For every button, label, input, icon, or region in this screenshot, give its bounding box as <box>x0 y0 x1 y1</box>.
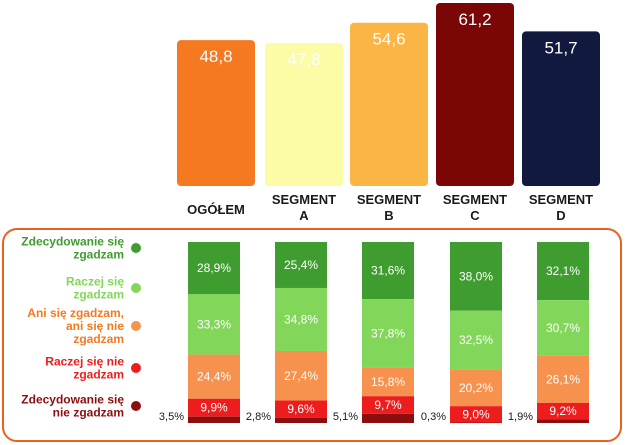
stack-segment <box>275 400 327 418</box>
stack-segment <box>188 294 240 355</box>
stack-segment <box>450 310 502 370</box>
stack-segment <box>450 406 502 423</box>
score-bar-3 <box>350 22 428 187</box>
legend-label: Zdecydowanie się zgadzam <box>21 235 124 262</box>
stack-segment <box>450 369 502 407</box>
stack-segment <box>188 398 240 417</box>
segment-value-label: 3,5% <box>159 411 184 423</box>
segment-value-label: 9,9% <box>200 401 228 415</box>
segment-value-label: 15,8% <box>371 375 405 389</box>
score-bar-4 <box>436 3 514 186</box>
segment-value-label: 1,9% <box>508 411 533 423</box>
category-label: SEGMENT A <box>272 192 336 223</box>
segment-value-label: 32,1% <box>546 264 580 278</box>
segment-value-label: 28,9% <box>197 261 231 275</box>
stack-segment <box>537 355 589 403</box>
segment-value-label: 26,1% <box>546 372 580 386</box>
segment-value-label: 9,0% <box>462 407 490 421</box>
stack-segment <box>188 354 240 399</box>
segment-value-label: 34,8% <box>284 312 318 326</box>
segment-value-label: 37,8% <box>371 326 405 340</box>
score-value-label: 61,2 <box>458 10 491 29</box>
stack-segment <box>362 242 414 300</box>
stack-segment <box>275 242 327 288</box>
segment-value-label: 31,6% <box>371 264 405 278</box>
legend-marker <box>131 243 141 253</box>
stacked-distribution-chart: 28,9% 33,3% 24,4% 9,9% 3,5% 25,4% 34,8% 27,4% 9,… <box>159 242 589 424</box>
stack-segment <box>275 350 327 401</box>
stack-segment <box>275 287 327 351</box>
category-label: SEGMENT C <box>443 192 507 223</box>
score-value-label: 48,8 <box>199 47 232 66</box>
stack-segment <box>188 242 240 295</box>
legend-label: Raczej się nie zgadzam <box>45 355 124 382</box>
legend-label: Zdecydowanie się nie zgadzam <box>21 393 124 420</box>
legend-label: Raczej się zgadzam <box>66 275 124 302</box>
segment-value-label: 5,1% <box>333 411 358 423</box>
segment-value-label: 32,5% <box>459 333 493 347</box>
stack-segment <box>188 416 240 423</box>
segment-value-label: 24,4% <box>197 370 231 384</box>
segment-value-label: 33,3% <box>197 317 231 331</box>
score-bar-2 <box>265 43 343 186</box>
stack-segment <box>537 300 589 356</box>
stack-segment <box>537 402 589 420</box>
score-bar-5 <box>522 31 600 187</box>
legend-marker <box>131 401 141 411</box>
score-value-label: 47,8 <box>287 50 320 69</box>
legend-marker <box>131 363 141 373</box>
legend-marker <box>131 321 141 331</box>
segment-value-label: 30,7% <box>546 321 580 335</box>
segment-value-label: 9,2% <box>549 404 577 418</box>
score-bar-1 <box>177 40 255 186</box>
segment-value-label: 25,4% <box>284 258 318 272</box>
legend: Zdecydowanie się zgadzam Raczej się zgadzam… <box>21 235 141 420</box>
segment-value-label: 38,0% <box>459 269 493 283</box>
segment-value-label: 9,6% <box>287 402 315 416</box>
distribution-frame <box>2 228 622 442</box>
stack-segment <box>537 242 589 301</box>
segment-value-label: 9,7% <box>374 398 402 412</box>
legend-marker <box>131 283 141 293</box>
segment-value-label: 2,8% <box>246 411 271 423</box>
stack-segment <box>450 242 502 311</box>
segment-value-label: 0,3% <box>421 411 446 423</box>
category-label: OGÓŁEM <box>187 202 245 217</box>
stack-segment <box>362 299 414 368</box>
legend-label: Ani się zgadzam, ani się nie zgadzam <box>27 306 124 346</box>
stack-segment <box>362 413 414 423</box>
score-value-label: 54,6 <box>372 30 405 49</box>
score-value-label: 51,7 <box>544 38 577 57</box>
score-bar-chart: 48,8 47,8 54,6 61,2 51,7 <box>177 3 600 187</box>
category-label: SEGMENT B <box>357 192 421 223</box>
category-label: SEGMENT D <box>529 192 593 223</box>
stack-segment <box>362 396 414 414</box>
stack-segment <box>275 417 327 423</box>
stack-segment <box>537 419 589 423</box>
category-axis: OGÓŁEM SEGMENT A SEGMENT B SEGMENT C SEGMENT D <box>187 192 593 223</box>
stack-segment <box>362 367 414 397</box>
segment-value-label: 20,2% <box>459 381 493 395</box>
segment-value-label: 27,4% <box>284 369 318 383</box>
stack-segment <box>450 422 502 424</box>
